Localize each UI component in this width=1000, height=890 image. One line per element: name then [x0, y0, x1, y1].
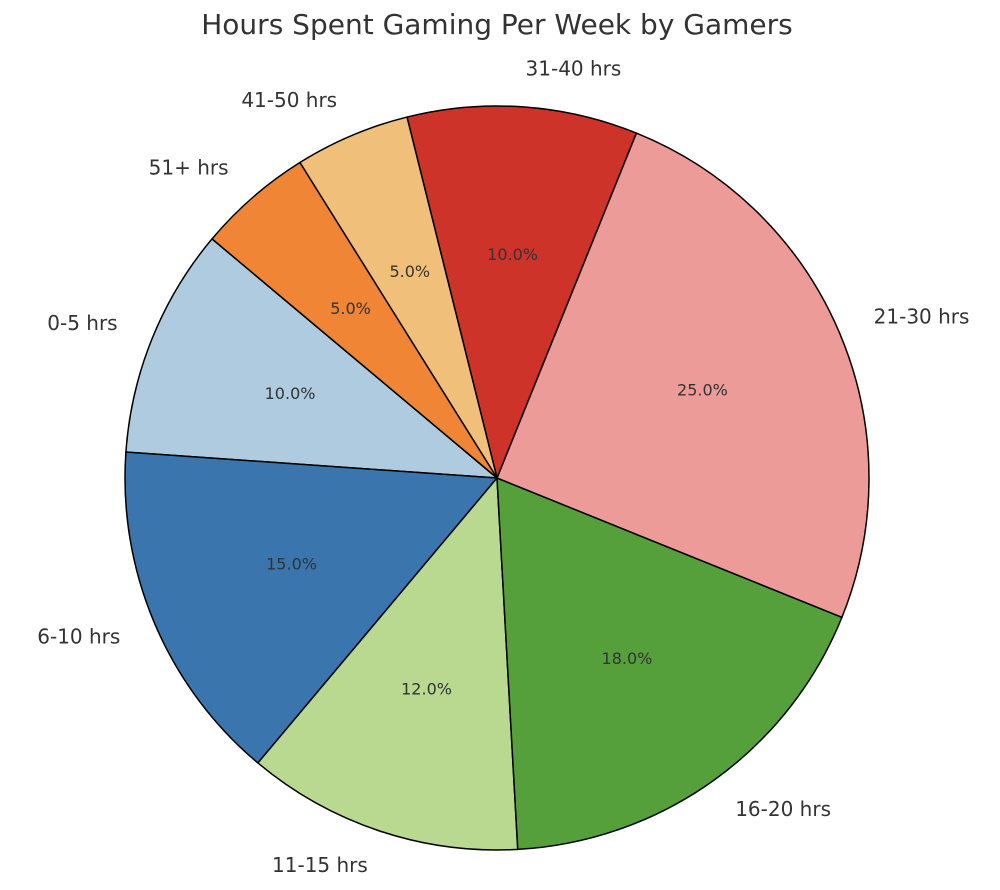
chart-title: Hours Spent Gaming Per Week by Gamers	[201, 8, 793, 41]
category-label: 41-50 hrs	[241, 88, 337, 112]
category-label: 6-10 hrs	[37, 624, 120, 648]
pie-slice	[406, 105, 638, 479]
value-label: 10.0%	[487, 245, 538, 264]
pie-slice	[496, 477, 843, 851]
pie-slice	[211, 161, 498, 479]
value-label: 5.0%	[330, 299, 371, 318]
value-label: 18.0%	[602, 649, 653, 668]
value-label: 15.0%	[266, 555, 317, 574]
value-label: 25.0%	[677, 380, 728, 399]
category-label: 21-30 hrs	[874, 305, 970, 329]
value-label: 5.0%	[389, 262, 430, 281]
category-label: 11-15 hrs	[272, 853, 368, 877]
category-label: 16-20 hrs	[735, 797, 831, 821]
value-label: 10.0%	[265, 384, 316, 403]
value-label: 12.0%	[401, 679, 452, 698]
pie-slice	[124, 451, 498, 764]
pie-slice	[257, 477, 519, 851]
pie-slice	[496, 132, 870, 619]
category-label: 0-5 hrs	[47, 311, 117, 335]
category-label: 51+ hrs	[149, 156, 229, 180]
pie-slice	[125, 238, 498, 479]
category-label: 31-40 hrs	[526, 56, 622, 80]
